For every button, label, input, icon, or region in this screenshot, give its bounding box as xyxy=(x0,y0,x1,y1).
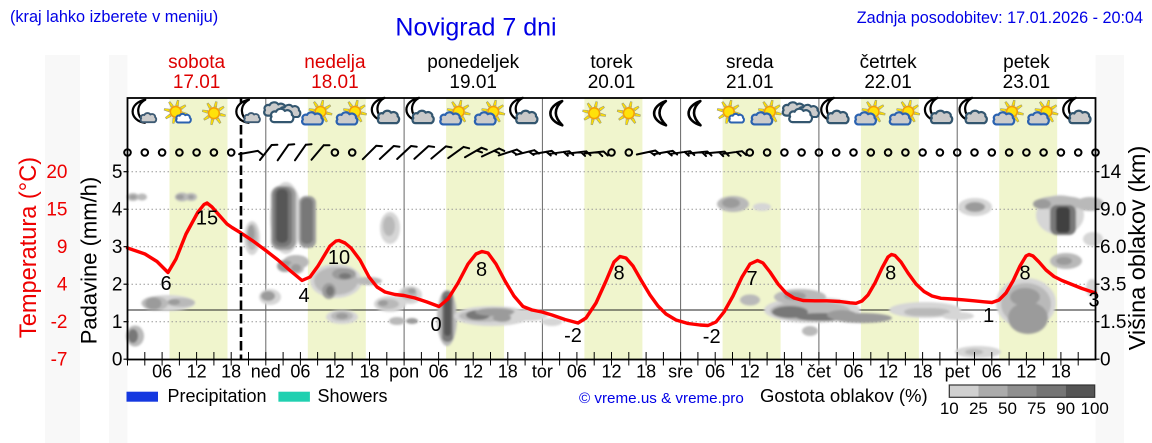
svg-text:75: 75 xyxy=(1027,399,1046,418)
svg-text:4: 4 xyxy=(57,275,68,296)
svg-text:1.5: 1.5 xyxy=(1100,312,1126,333)
svg-text:0: 0 xyxy=(1100,350,1111,371)
svg-text:petek: petek xyxy=(1003,52,1050,73)
svg-text:ponedeljek: ponedeljek xyxy=(427,52,519,73)
svg-text:Višina oblakov (km): Višina oblakov (km) xyxy=(1124,146,1150,351)
svg-text:-2: -2 xyxy=(703,326,721,348)
svg-text:Temperatura (°C): Temperatura (°C) xyxy=(16,157,42,338)
svg-text:18: 18 xyxy=(774,362,794,382)
svg-text:1: 1 xyxy=(983,305,994,327)
svg-text:06: 06 xyxy=(567,362,587,382)
svg-text:12: 12 xyxy=(1016,362,1036,382)
svg-text:12: 12 xyxy=(325,362,345,382)
svg-text:sre: sre xyxy=(668,362,693,382)
svg-text:06: 06 xyxy=(152,362,172,382)
svg-text:12: 12 xyxy=(187,362,207,382)
svg-text:8: 8 xyxy=(885,263,896,285)
svg-text:četrtek: četrtek xyxy=(860,52,918,73)
svg-text:Padavine (mm/h): Padavine (mm/h) xyxy=(77,177,102,345)
svg-text:8: 8 xyxy=(613,263,624,285)
svg-text:14: 14 xyxy=(1100,162,1122,183)
svg-text:0: 0 xyxy=(430,314,441,336)
svg-text:pon: pon xyxy=(389,362,419,382)
svg-text:06: 06 xyxy=(843,362,863,382)
svg-text:3.5: 3.5 xyxy=(1100,275,1126,296)
svg-text:4: 4 xyxy=(112,200,123,221)
svg-text:20.01: 20.01 xyxy=(588,72,636,93)
svg-text:6: 6 xyxy=(160,273,171,295)
svg-text:18: 18 xyxy=(221,362,241,382)
svg-text:18: 18 xyxy=(636,362,656,382)
svg-text:06: 06 xyxy=(982,362,1002,382)
svg-text:3: 3 xyxy=(112,237,123,258)
svg-text:sreda: sreda xyxy=(726,52,774,73)
svg-text:(kraj lahko izberete v meniju): (kraj lahko izberete v meniju) xyxy=(10,8,218,26)
svg-text:torek: torek xyxy=(590,52,633,73)
svg-text:9.0: 9.0 xyxy=(1100,200,1126,221)
svg-text:21.01: 21.01 xyxy=(726,72,774,93)
svg-text:Precipitation: Precipitation xyxy=(168,386,267,406)
svg-text:Novigrad 7 dni: Novigrad 7 dni xyxy=(395,14,556,42)
svg-text:6.0: 6.0 xyxy=(1100,237,1126,258)
svg-text:7: 7 xyxy=(746,268,757,290)
svg-text:12: 12 xyxy=(878,362,898,382)
svg-text:3: 3 xyxy=(1088,290,1099,312)
svg-text:-7: -7 xyxy=(51,350,68,371)
svg-text:10: 10 xyxy=(940,399,959,418)
svg-text:ned: ned xyxy=(251,362,281,382)
svg-text:15: 15 xyxy=(46,200,67,221)
svg-text:čet: čet xyxy=(807,362,831,382)
svg-text:18.01: 18.01 xyxy=(311,72,359,93)
svg-text:06: 06 xyxy=(290,362,310,382)
svg-text:18: 18 xyxy=(359,362,379,382)
svg-text:100: 100 xyxy=(1081,399,1109,418)
svg-text:5: 5 xyxy=(112,162,123,183)
svg-text:18: 18 xyxy=(498,362,518,382)
svg-text:Showers: Showers xyxy=(318,386,388,406)
svg-text:8: 8 xyxy=(476,259,487,281)
svg-text:Gostota oblakov (%): Gostota oblakov (%) xyxy=(760,385,928,406)
svg-text:1: 1 xyxy=(112,312,123,333)
svg-text:17.01: 17.01 xyxy=(173,72,221,93)
svg-text:Zadnja posodobitev: 17.01.2026: Zadnja posodobitev: 17.01.2026 - 20:04 xyxy=(857,9,1143,27)
svg-text:12: 12 xyxy=(463,362,483,382)
svg-text:tor: tor xyxy=(532,362,553,382)
svg-text:12: 12 xyxy=(601,362,621,382)
svg-text:06: 06 xyxy=(429,362,449,382)
svg-text:12: 12 xyxy=(740,362,760,382)
svg-text:20: 20 xyxy=(46,162,67,183)
svg-text:2: 2 xyxy=(112,275,123,296)
svg-text:06: 06 xyxy=(705,362,725,382)
svg-text:-2: -2 xyxy=(51,312,68,333)
svg-text:10: 10 xyxy=(328,247,350,269)
svg-text:pet: pet xyxy=(945,362,970,382)
svg-text:50: 50 xyxy=(998,399,1017,418)
svg-text:© vreme.us & vreme.pro: © vreme.us & vreme.pro xyxy=(579,390,744,407)
svg-text:8: 8 xyxy=(1019,263,1030,285)
svg-text:19.01: 19.01 xyxy=(449,72,497,93)
svg-text:18: 18 xyxy=(1051,362,1071,382)
svg-text:nedelja: nedelja xyxy=(304,52,366,73)
svg-text:23.01: 23.01 xyxy=(1003,72,1051,93)
svg-text:18: 18 xyxy=(913,362,933,382)
svg-text:25: 25 xyxy=(969,399,988,418)
svg-text:4: 4 xyxy=(298,285,309,307)
svg-text:9: 9 xyxy=(57,237,68,258)
svg-text:22.01: 22.01 xyxy=(864,72,912,93)
svg-text:90: 90 xyxy=(1056,399,1075,418)
svg-text:-2: -2 xyxy=(564,325,582,347)
svg-text:sobota: sobota xyxy=(168,52,225,73)
svg-text:0: 0 xyxy=(112,350,123,371)
svg-text:15: 15 xyxy=(196,208,218,230)
